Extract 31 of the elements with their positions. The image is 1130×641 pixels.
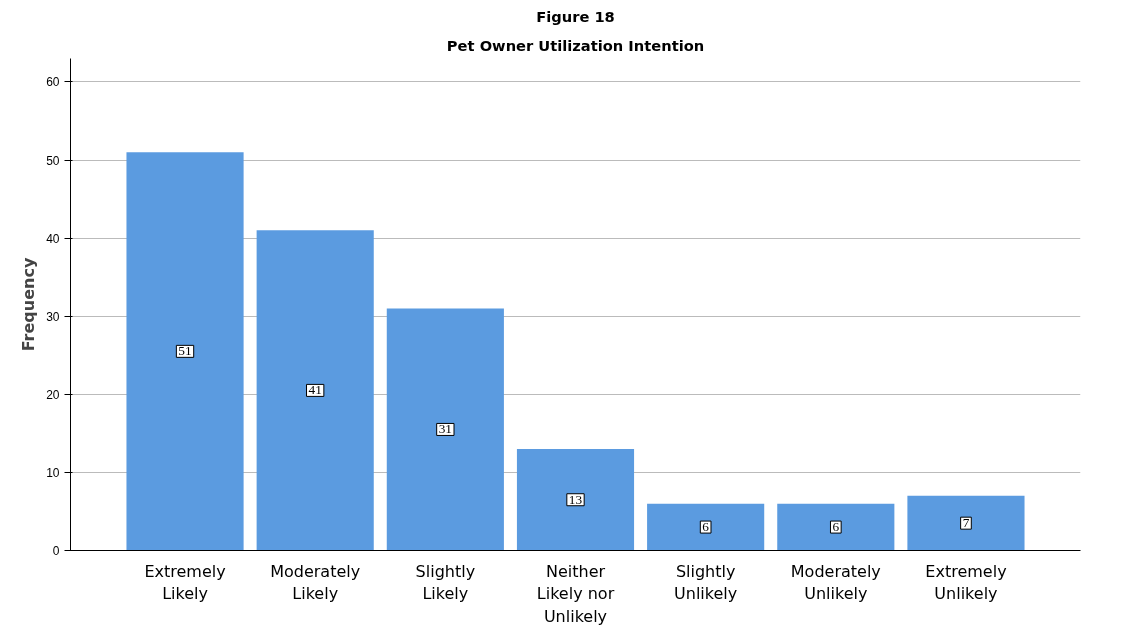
x-tick-label: Moderately Likely (270, 561, 361, 604)
data-label: 6 (702, 519, 710, 535)
x-tick-label: Neither Likely nor Unlikely (536, 561, 615, 627)
y-axis-title: Frequency (19, 257, 39, 352)
x-tick-label: Extremely Likely (144, 561, 226, 604)
chart-subtitle: Pet Owner Utilization Intention (446, 36, 705, 54)
chart-title: Figure 18 (536, 7, 615, 25)
data-label: 51 (178, 343, 192, 359)
y-tick-label: 0 (52, 544, 60, 558)
y-tick-label: 30 (46, 309, 60, 324)
bar (126, 152, 244, 551)
bar (647, 503, 765, 551)
data-label: 13 (568, 491, 583, 507)
data-label: 6 (832, 519, 840, 535)
x-tick-label: Slightly Unlikely (674, 561, 738, 604)
bar (907, 495, 1025, 551)
y-tick-label: 60 (46, 75, 60, 90)
bar (256, 230, 374, 551)
data-label: 31 (438, 421, 453, 437)
x-tick-label: Extremely Unlikely (925, 561, 1007, 604)
y-tick-label: 50 (46, 153, 60, 168)
x-tick-label: Slightly Likely (415, 561, 476, 604)
bar (516, 448, 635, 551)
y-tick-label: 40 (46, 231, 60, 246)
x-tick-label: Moderately Unlikely (790, 561, 881, 604)
y-tick-label: 20 (46, 387, 60, 402)
y-tick-label: 10 (46, 465, 60, 480)
bar (777, 503, 895, 551)
bar (386, 308, 504, 551)
data-label: 7 (962, 515, 970, 531)
data-label: 41 (308, 382, 322, 398)
